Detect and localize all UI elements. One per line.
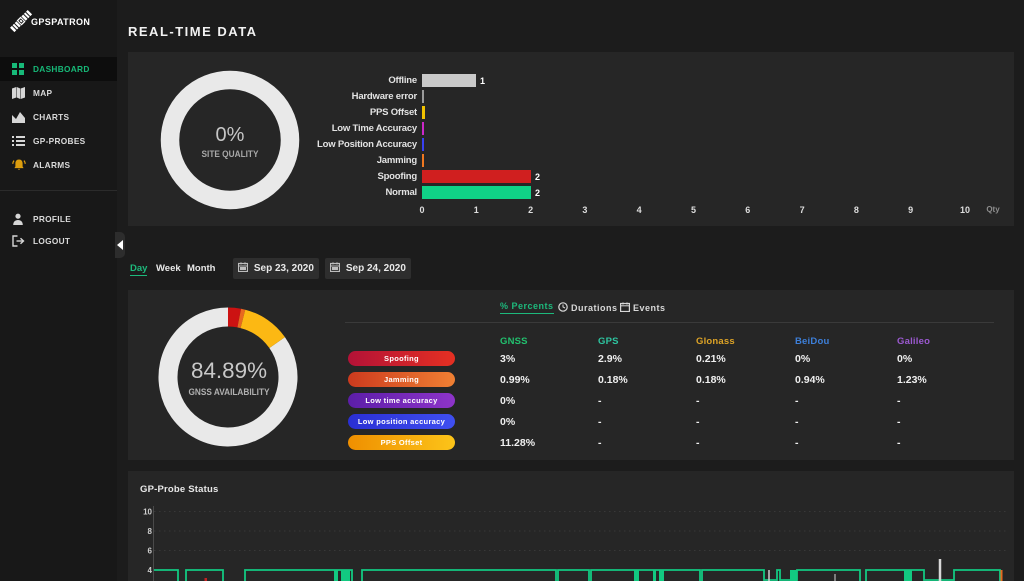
svg-text:4: 4 (148, 566, 153, 575)
svg-text:8: 8 (148, 527, 153, 536)
svg-text:GNSS AVAILABILITY: GNSS AVAILABILITY (189, 387, 270, 397)
svg-text:0%: 0% (216, 124, 245, 146)
svg-text:6: 6 (148, 547, 153, 556)
svg-text:SITE QUALITY: SITE QUALITY (202, 149, 259, 159)
svg-text:84.89%: 84.89% (191, 358, 267, 383)
svg-text:10: 10 (143, 508, 152, 517)
